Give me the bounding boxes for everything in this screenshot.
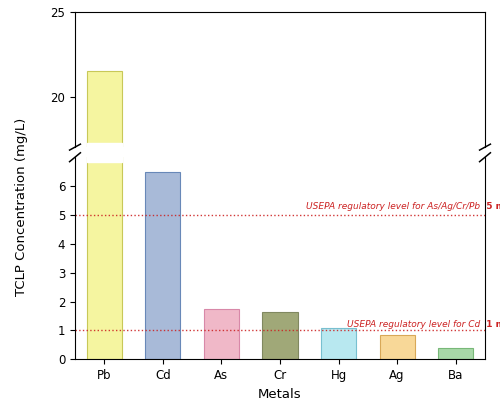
Bar xyxy=(86,143,122,150)
Text: USEPA regulatory level for Cd: USEPA regulatory level for Cd xyxy=(347,320,480,329)
Bar xyxy=(321,328,356,359)
Text: USEPA regulatory level for As/Ag/Cr/Pb: USEPA regulatory level for As/Ag/Cr/Pb xyxy=(306,202,480,211)
Bar xyxy=(262,406,298,413)
Bar xyxy=(204,404,239,413)
X-axis label: Metals: Metals xyxy=(258,387,302,401)
Bar xyxy=(146,324,180,413)
Text: 5 mg/L: 5 mg/L xyxy=(480,202,500,211)
Bar xyxy=(438,348,474,359)
Bar xyxy=(86,71,122,413)
Bar xyxy=(86,0,122,359)
Bar xyxy=(262,312,298,359)
Text: 1 mg/L: 1 mg/L xyxy=(480,320,500,329)
Bar xyxy=(146,172,180,359)
Text: TCLP Concentration (mg/L): TCLP Concentration (mg/L) xyxy=(15,117,28,296)
Bar xyxy=(204,309,239,359)
Bar xyxy=(380,335,414,359)
Bar xyxy=(86,150,122,161)
